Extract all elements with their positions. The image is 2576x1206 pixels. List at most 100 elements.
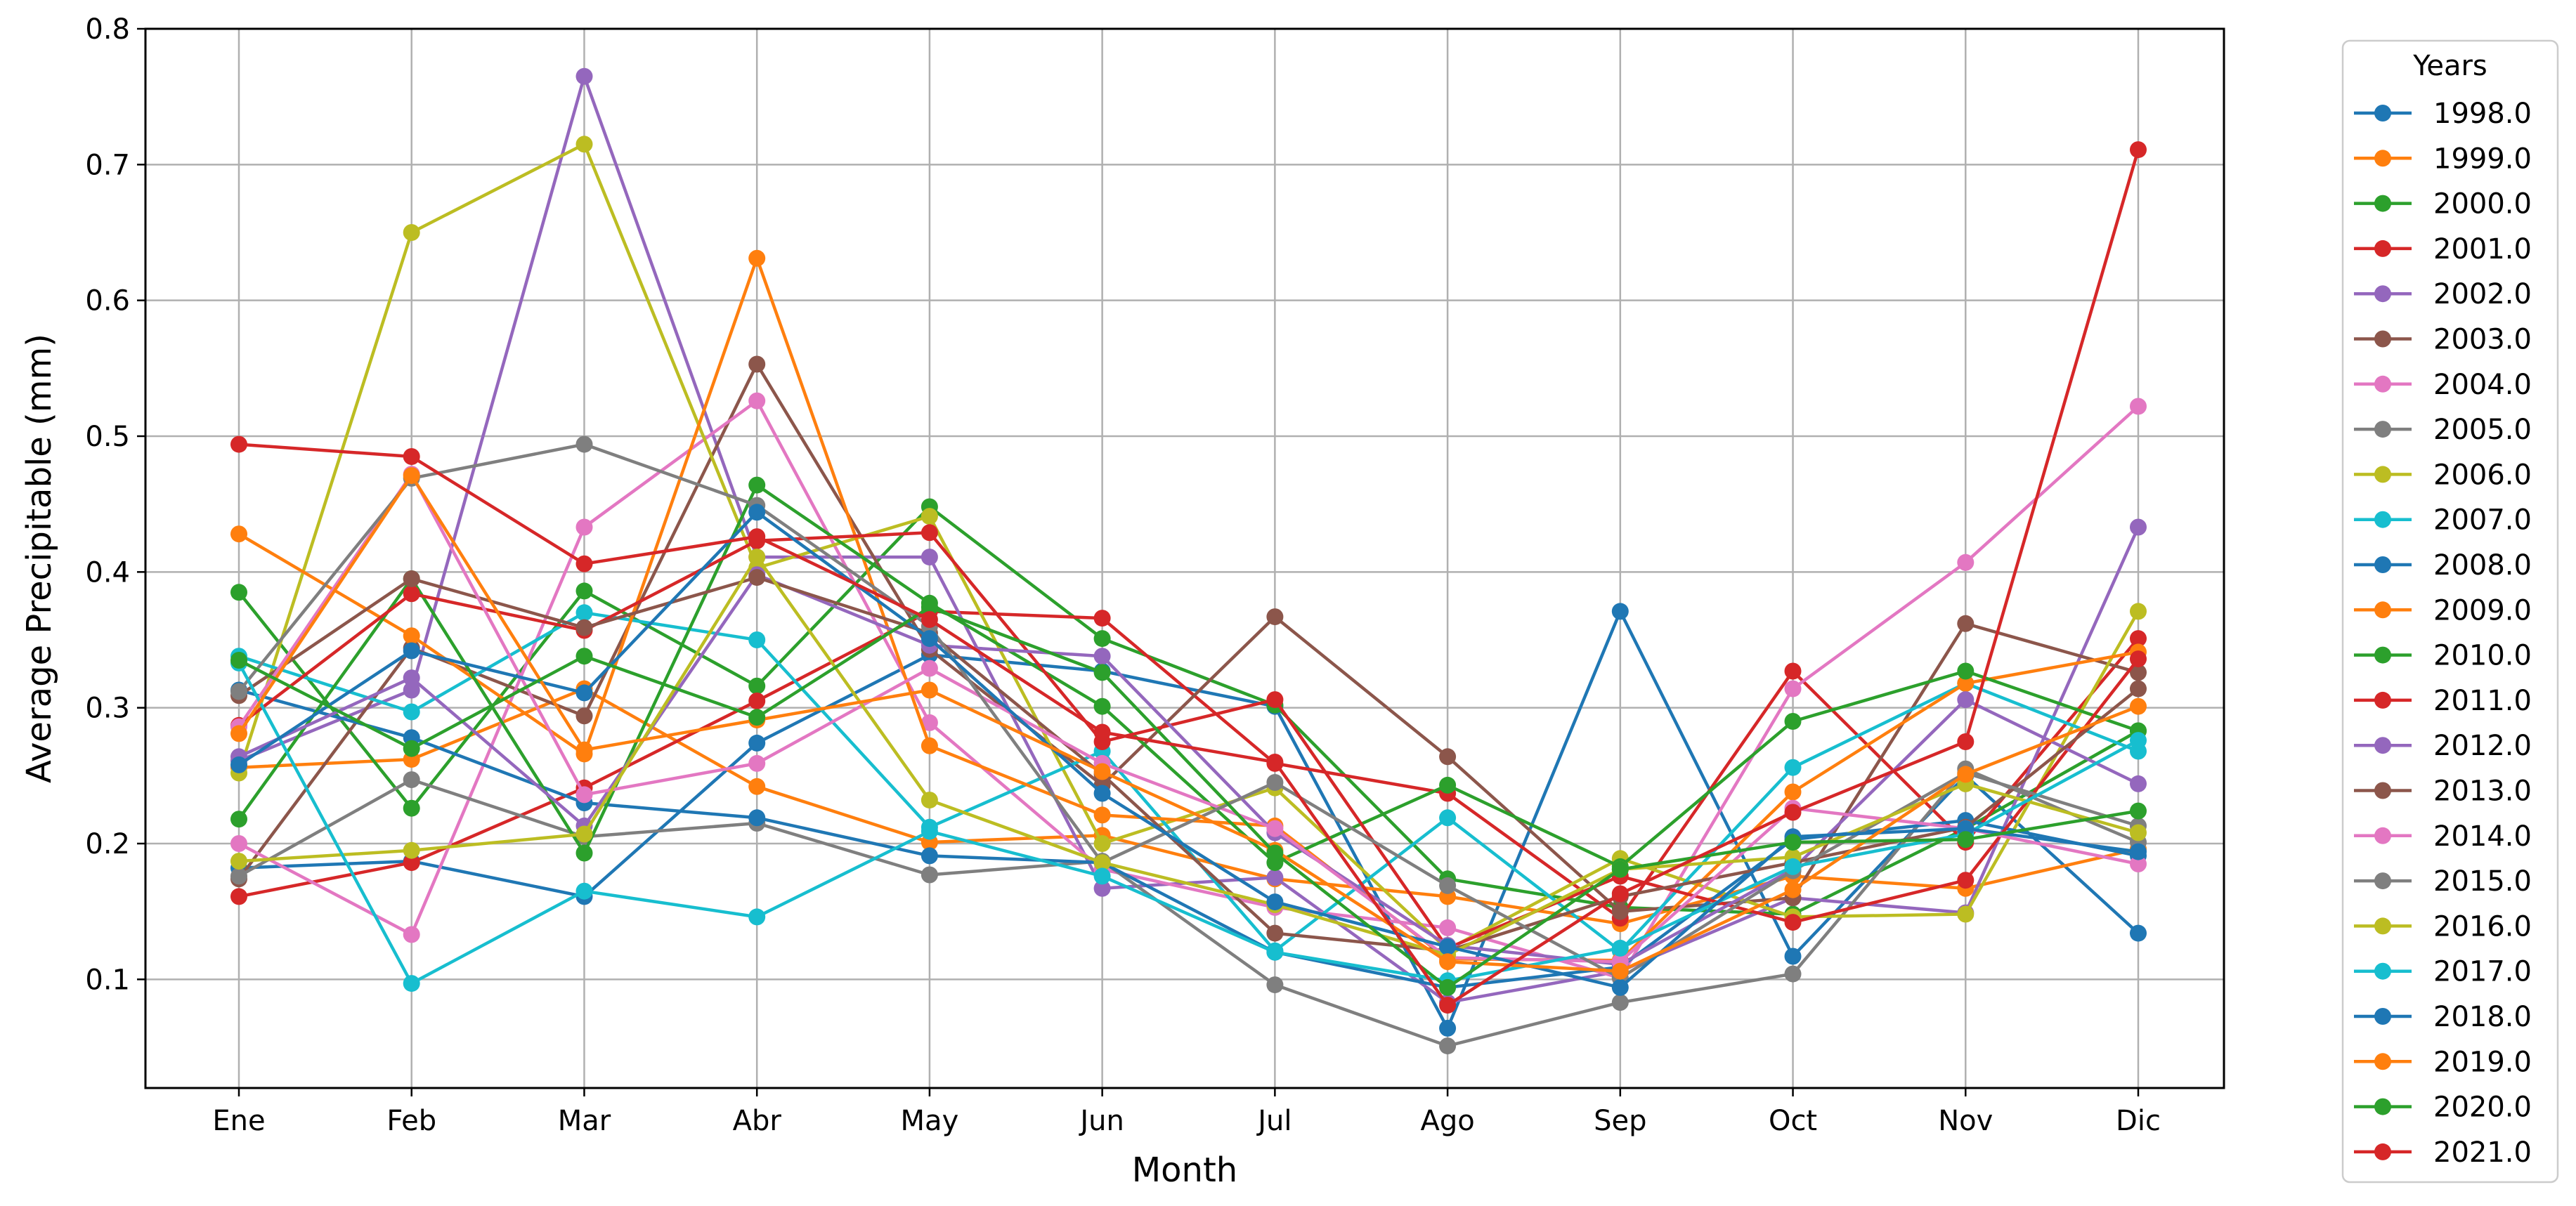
legend-item: 2001.0 <box>2354 233 2532 266</box>
data-point <box>1784 948 1802 965</box>
legend-marker <box>2374 1008 2391 1025</box>
data-point <box>575 555 593 572</box>
data-point <box>2130 732 2147 749</box>
data-point <box>230 584 247 601</box>
data-point <box>748 677 766 695</box>
series-2000.0 <box>230 498 2147 923</box>
data-point <box>1784 783 1802 801</box>
data-point <box>1784 834 1802 851</box>
series-line <box>238 473 2139 973</box>
series-layer <box>230 67 2147 1055</box>
data-point <box>921 508 938 525</box>
data-point <box>1957 674 1975 692</box>
data-point <box>1957 553 1975 571</box>
series-line <box>238 74 2140 1004</box>
x-tick-label: Abr <box>733 1105 782 1137</box>
data-point <box>1611 603 1629 620</box>
data-point <box>1266 869 1284 886</box>
data-point <box>1784 858 1802 875</box>
data-point <box>1611 994 1629 1011</box>
series-line <box>238 256 2139 962</box>
data-point <box>1093 630 1111 648</box>
legend-item: 2017.0 <box>2354 956 2532 988</box>
legend-label: 2004.0 <box>2433 369 2532 401</box>
axis-ticks: Ene Feb Mar Abr May Jun Jul Ago Sep Oct Nov Dic 0.1 0… <box>85 13 2161 1137</box>
data-point <box>575 707 593 725</box>
data-point <box>1611 978 1629 996</box>
data-point <box>1093 664 1111 681</box>
legend-label: 2020.0 <box>2433 1092 2532 1124</box>
data-point <box>230 652 247 669</box>
legend-label: 1998.0 <box>2433 98 2532 130</box>
data-point <box>921 681 938 699</box>
data-point <box>1784 965 1802 983</box>
series-line <box>238 472 2139 964</box>
legend-item: 2008.0 <box>2354 549 2532 582</box>
data-point <box>921 792 938 809</box>
data-point <box>1611 860 1629 878</box>
data-point <box>403 703 420 721</box>
data-point <box>921 822 938 840</box>
legend-item: 2000.0 <box>2354 188 2532 221</box>
data-point <box>575 786 593 804</box>
data-point <box>1784 914 1802 931</box>
x-tick-label: Ene <box>212 1105 265 1137</box>
data-point <box>1266 976 1284 994</box>
legend-marker <box>2374 827 2391 844</box>
data-point <box>748 754 766 772</box>
data-point <box>2130 650 2147 668</box>
legend-marker <box>2374 1143 2391 1160</box>
data-point <box>1784 881 1802 898</box>
data-point <box>748 809 766 827</box>
data-point <box>1093 867 1111 885</box>
y-tick-label: 0.3 <box>85 693 130 725</box>
data-point <box>403 854 420 872</box>
data-point <box>1611 939 1629 957</box>
legend-item: 2021.0 <box>2354 1136 2532 1169</box>
series-2018.0 <box>230 504 2147 996</box>
data-point <box>575 136 593 153</box>
data-point <box>403 585 420 603</box>
x-tick-label: Feb <box>386 1105 436 1137</box>
series-line <box>238 443 2139 980</box>
data-point <box>1266 691 1284 709</box>
series-2011.0 <box>230 524 2147 957</box>
x-tick-label: Mar <box>558 1105 611 1137</box>
data-point <box>1093 763 1111 780</box>
legend-item: 2019.0 <box>2354 1046 2532 1078</box>
legend-item: 2012.0 <box>2354 730 2532 762</box>
data-point <box>1784 804 1802 821</box>
series-2021.0 <box>230 141 2147 1014</box>
legend-box <box>2341 39 2559 1184</box>
legend-item: 1999.0 <box>2354 143 2532 175</box>
data-point <box>1611 903 1629 920</box>
series-2020.0 <box>230 598 2147 996</box>
series-line <box>238 511 2139 990</box>
legend-label: 2002.0 <box>2433 278 2532 310</box>
series-line <box>238 605 2139 990</box>
legend-marker <box>2374 1098 2391 1115</box>
series-line <box>238 531 2140 950</box>
data-point <box>230 867 247 885</box>
data-point <box>1439 776 1457 794</box>
x-tick-label: Jun <box>1078 1105 1124 1137</box>
legend-marker <box>2374 1053 2391 1070</box>
data-point <box>403 926 420 943</box>
series-line <box>238 575 2140 952</box>
data-point <box>2130 843 2147 860</box>
data-point <box>1093 835 1111 852</box>
data-point <box>921 847 938 865</box>
legend-marker <box>2374 601 2391 619</box>
legend-marker <box>2374 691 2391 709</box>
legend-marker <box>2374 240 2391 257</box>
legend-label: 2005.0 <box>2433 414 2532 446</box>
legend-label: 2001.0 <box>2433 233 2532 266</box>
data-point <box>921 714 938 731</box>
data-point <box>1439 1037 1457 1055</box>
y-tick-label: 0.4 <box>85 556 130 589</box>
data-point <box>1266 943 1284 961</box>
data-point <box>403 740 420 757</box>
data-point <box>1957 615 1975 632</box>
legend-item: 2013.0 <box>2354 775 2532 808</box>
legend-marker <box>2374 737 2391 754</box>
